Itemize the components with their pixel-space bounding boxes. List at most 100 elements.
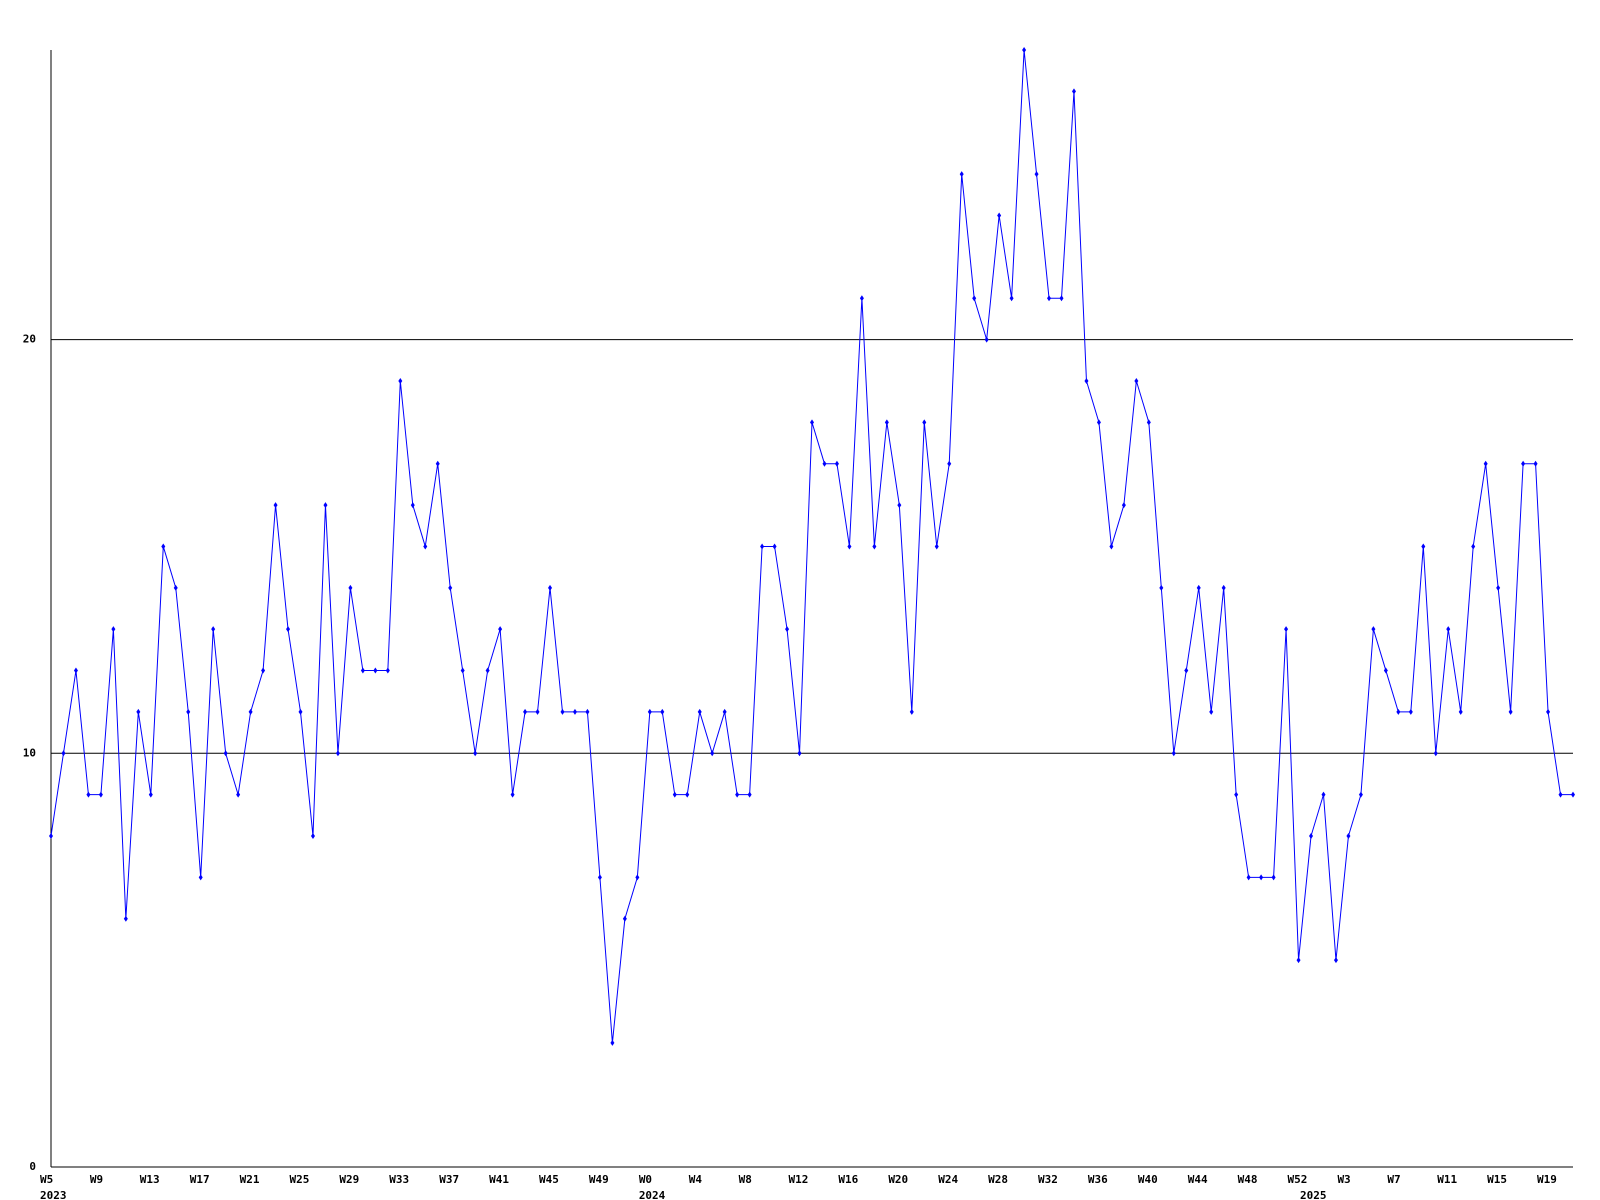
data-point [186,708,191,715]
x-tick-label: W33 [389,1173,409,1186]
data-point [822,460,827,467]
x-tick-label: W19 [1537,1173,1557,1186]
y-tick-label: 20 [23,333,36,346]
x-tick-label: W4 [689,1173,703,1186]
data-point [560,708,565,715]
data-point [1096,419,1101,426]
x-tick-label: W40 [1138,1173,1158,1186]
data-point [1047,295,1052,302]
data-point [136,708,141,715]
data-point [1134,377,1139,384]
data-point [760,543,765,550]
data-point [1271,874,1276,881]
data-point [884,419,889,426]
data-point [485,667,490,674]
data-point [959,171,964,178]
x-tick-label: W8 [739,1173,752,1186]
data-point [523,708,528,715]
data-point [510,791,515,798]
data-point [585,708,590,715]
x-tick-label: W28 [988,1173,1008,1186]
data-point [1221,584,1226,591]
data-point [1034,171,1039,178]
data-point [1396,708,1401,715]
data-point [1259,874,1264,881]
data-point [435,460,440,467]
data-point [1184,667,1189,674]
data-point [647,708,652,715]
data-point [722,708,727,715]
x-tick-label: W16 [838,1173,858,1186]
data-point [310,833,315,840]
x-tick-label: W15 [1487,1173,1507,1186]
x-tick-label: W36 [1088,1173,1108,1186]
data-point [148,791,153,798]
data-point [223,750,228,757]
data-point [997,212,1002,219]
data-point [1022,47,1027,53]
data-point [1059,295,1064,302]
data-point [1421,543,1426,550]
y-tick-label: 10 [23,746,36,759]
data-point [248,708,253,715]
data-point [1496,584,1501,591]
data-point [211,626,216,633]
x-tick-label: W11 [1437,1173,1457,1186]
data-point [1209,708,1214,715]
x-tick-label: W41 [489,1173,509,1186]
data-point [1558,791,1563,798]
data-point [473,750,478,757]
data-point [1446,626,1451,633]
data-point [236,791,241,798]
data-point [1121,502,1126,509]
data-point [1246,874,1251,881]
data-point [1071,88,1076,95]
data-point [1309,833,1314,840]
data-point [111,626,116,633]
data-point [49,833,53,840]
data-point [1146,419,1151,426]
data-point [1009,295,1014,302]
data-point [348,584,353,591]
data-point [173,584,178,591]
x-tick-label: W37 [439,1173,459,1186]
data-point [1383,667,1388,674]
x-tick-label: W17 [190,1173,210,1186]
data-point [622,915,627,922]
data-point [1358,791,1363,798]
data-point [1533,460,1538,467]
data-point [1346,833,1351,840]
data-point [1321,791,1326,798]
x-tick-label: W32 [1038,1173,1058,1186]
data-point [286,626,291,633]
x-tick-label: W12 [789,1173,809,1186]
data-point [448,584,453,591]
data-point [597,874,602,881]
data-point [1371,626,1376,633]
x-tick-label: W52 [1288,1173,1308,1186]
data-point [710,750,715,757]
data-point [772,543,777,550]
x-tick-label: W24 [938,1173,958,1186]
data-point [1508,708,1513,715]
data-point [1234,791,1239,798]
data-point [1433,750,1438,757]
data-point [385,667,390,674]
x-tick-label: W13 [140,1173,160,1186]
data-point [1284,626,1289,633]
data-point [610,1039,615,1046]
data-point [123,915,128,922]
data-point [198,874,203,881]
data-point [834,460,839,467]
data-point [572,708,577,715]
x-group-label: 2023 [40,1189,67,1200]
data-point [847,543,852,550]
x-tick-label: W48 [1238,1173,1258,1186]
data-point [735,791,740,798]
x-tick-label: W20 [888,1173,908,1186]
data-point [672,791,677,798]
data-point [747,791,752,798]
data-point [872,543,877,550]
data-point [1159,584,1164,591]
